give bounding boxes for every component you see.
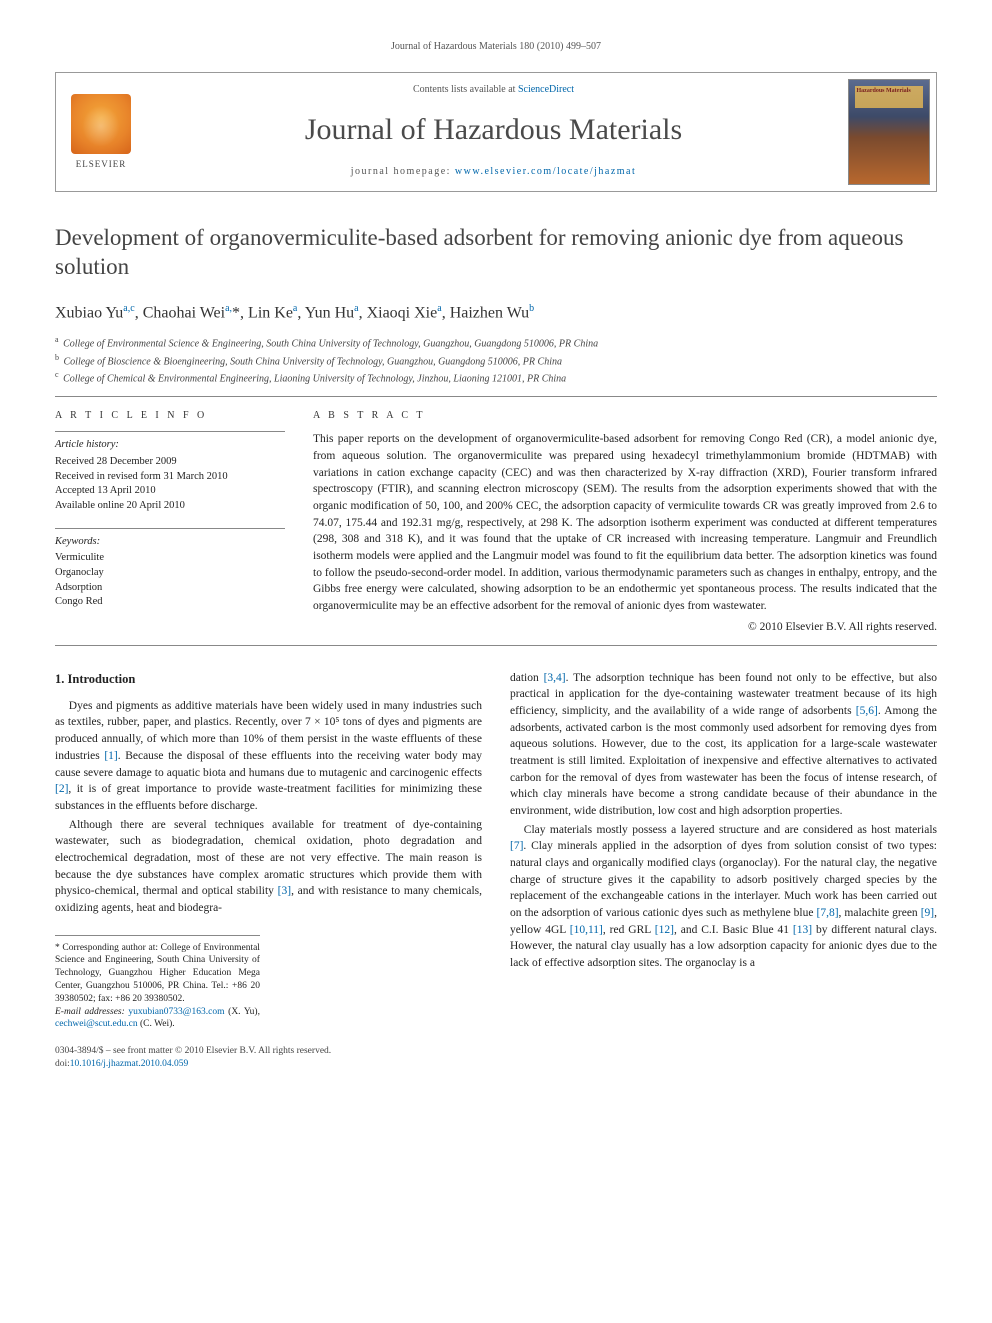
homepage-prefix: journal homepage: <box>351 166 455 177</box>
citation-ref[interactable]: [7,8] <box>817 907 839 919</box>
keyword: Vermiculite <box>55 551 285 566</box>
abstract-copyright: © 2010 Elsevier B.V. All rights reserved… <box>313 619 937 635</box>
body-paragraph: Dyes and pigments as additive materials … <box>55 698 482 815</box>
journal-homepage-line: journal homepage: www.elsevier.com/locat… <box>154 165 833 179</box>
history-line: Received 28 December 2009 <box>55 455 285 470</box>
footnote-emails: E-mail addresses: yuxubian0733@163.com (… <box>55 1006 260 1032</box>
keywords-head: Keywords: <box>55 535 285 550</box>
keyword: Organoclay <box>55 566 285 581</box>
history-head: Article history: <box>55 438 285 453</box>
divider <box>55 645 937 646</box>
journal-masthead: ELSEVIER Contents lists available at Sci… <box>55 72 937 192</box>
author-list: Xubiao Yua,c, Chaohai Weia,*, Lin Kea, Y… <box>55 302 937 325</box>
abstract-head: A B S T R A C T <box>313 409 937 423</box>
doi-line: doi:10.1016/j.jhazmat.2010.04.059 <box>55 1058 937 1071</box>
doi-link[interactable]: 10.1016/j.jhazmat.2010.04.059 <box>70 1059 188 1069</box>
corresponding-author-footnote: * Corresponding author at: College of En… <box>55 935 260 1032</box>
citation-ref[interactable]: [12] <box>655 924 674 936</box>
history-line: Available online 20 April 2010 <box>55 499 285 514</box>
citation-ref[interactable]: [7] <box>510 840 523 852</box>
affiliation-line: c College of Chemical & Environmental En… <box>55 369 937 386</box>
abstract-column: A B S T R A C T This paper reports on th… <box>313 409 937 634</box>
article-info-head: A R T I C L E I N F O <box>55 409 285 423</box>
running-head: Journal of Hazardous Materials 180 (2010… <box>55 40 937 54</box>
keyword: Congo Red <box>55 595 285 610</box>
journal-homepage-link[interactable]: www.elsevier.com/locate/jhazmat <box>455 166 636 177</box>
history-line: Received in revised form 31 March 2010 <box>55 470 285 485</box>
history-line: Accepted 13 April 2010 <box>55 484 285 499</box>
email-who: (X. Yu), <box>225 1007 260 1017</box>
citation-ref[interactable]: [3,4] <box>544 672 566 684</box>
citation-ref[interactable]: [2] <box>55 783 68 795</box>
masthead-center: Contents lists available at ScienceDirec… <box>146 73 841 191</box>
contents-prefix: Contents lists available at <box>413 84 518 95</box>
keyword: Adsorption <box>55 581 285 596</box>
footnote-corr: * Corresponding author at: College of En… <box>55 942 260 1006</box>
keywords-block: Keywords: VermiculiteOrganoclayAdsorptio… <box>55 528 285 610</box>
body-paragraph: Clay materials mostly possess a layered … <box>510 822 937 972</box>
article-title: Development of organovermiculite-based a… <box>55 224 937 282</box>
affiliation-line: b College of Bioscience & Bioengineering… <box>55 352 937 369</box>
sciencedirect-link[interactable]: ScienceDirect <box>518 84 574 95</box>
citation-ref[interactable]: [9] <box>921 907 934 919</box>
cover-thumb-wrap: Hazardous Materials <box>841 73 936 191</box>
journal-name: Journal of Hazardous Materials <box>154 109 833 151</box>
citation-ref[interactable]: [10,11] <box>570 924 603 936</box>
email-link[interactable]: cechwei@scut.edu.cn <box>55 1019 138 1029</box>
elsevier-tree-icon <box>71 94 131 154</box>
article-info-column: A R T I C L E I N F O Article history: R… <box>55 409 285 634</box>
affiliations: a College of Environmental Science & Eng… <box>55 334 937 386</box>
affiliation-line: a College of Environmental Science & Eng… <box>55 334 937 351</box>
publisher-label: ELSEVIER <box>76 158 127 171</box>
article-history-block: Article history: Received 28 December 20… <box>55 431 285 513</box>
doi-label: doi: <box>55 1059 70 1069</box>
front-matter-footer: 0304-3894/$ – see front matter © 2010 El… <box>55 1045 937 1071</box>
publisher-block: ELSEVIER <box>56 73 146 191</box>
section-heading-introduction: 1. Introduction <box>55 670 482 688</box>
email-link[interactable]: yuxubian0733@163.com <box>128 1007 224 1017</box>
email-who: (C. Wei). <box>138 1019 175 1029</box>
citation-ref[interactable]: [1] <box>104 750 117 762</box>
journal-cover-thumbnail: Hazardous Materials <box>848 79 930 185</box>
contents-available-line: Contents lists available at ScienceDirec… <box>154 83 833 97</box>
issn-line: 0304-3894/$ – see front matter © 2010 El… <box>55 1045 937 1058</box>
divider <box>55 396 937 397</box>
citation-ref[interactable]: [13] <box>793 924 812 936</box>
body-paragraph: Although there are several techniques av… <box>55 817 482 917</box>
body-two-column: 1. Introduction Dyes and pigments as add… <box>55 670 937 1032</box>
body-paragraph: dation [3,4]. The adsorption technique h… <box>510 670 937 820</box>
citation-ref[interactable]: [5,6] <box>856 705 878 717</box>
citation-ref[interactable]: [3] <box>278 885 291 897</box>
abstract-text: This paper reports on the development of… <box>313 431 937 614</box>
email-label: E-mail addresses: <box>55 1007 128 1017</box>
cover-thumb-label: Hazardous Materials <box>857 88 911 94</box>
